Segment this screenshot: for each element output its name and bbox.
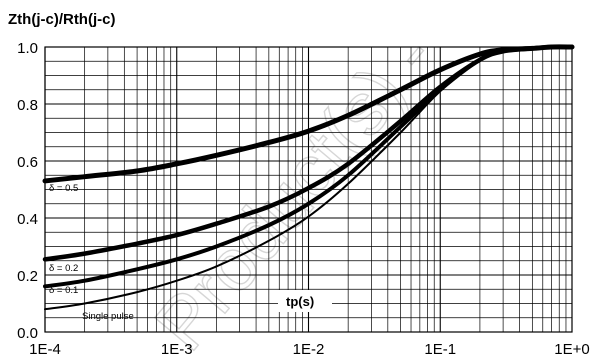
x-axis-label: tp(s) — [286, 294, 314, 309]
tick-labels: 1E-4 1E-3 1E-2 1E-1 1E+0 0.0 0.2 0.4 0.6 0.8 1.0 — [17, 40, 590, 358]
series-annotation: Single pulse — [82, 311, 134, 322]
x-tick-label: 1E-1 — [424, 341, 456, 358]
x-tick-label: 1E+0 — [554, 341, 589, 358]
grid — [44, 47, 572, 332]
x-tick-label: 1E-2 — [293, 341, 325, 358]
y-tick-label: 1.0 — [17, 40, 38, 57]
series-annotation: δ = 0.2 — [49, 263, 78, 274]
x-tick-label: 1E-4 — [29, 341, 61, 358]
y-tick-label: 0.4 — [17, 211, 38, 228]
y-tick-label: 0.8 — [17, 97, 38, 114]
chart-title: Zth(j-c)/Rth(j-c) — [8, 11, 115, 28]
xlabel-background — [278, 290, 332, 312]
series-layer — [42, 44, 575, 311]
series-annotation: δ = 0.5 — [49, 183, 78, 194]
y-tick-label: 0.6 — [17, 154, 38, 171]
y-tick-label: 0.2 — [17, 268, 38, 285]
x-tick-label: 1E-3 — [161, 341, 193, 358]
annotations: δ = 0.5 δ = 0.2 δ = 0.1 Single pulse — [49, 183, 134, 322]
series-annotation: δ = 0.1 — [49, 285, 78, 296]
plot-frame — [44, 46, 573, 333]
series-line — [44, 45, 573, 311]
y-tick-label: 0.0 — [17, 325, 38, 342]
